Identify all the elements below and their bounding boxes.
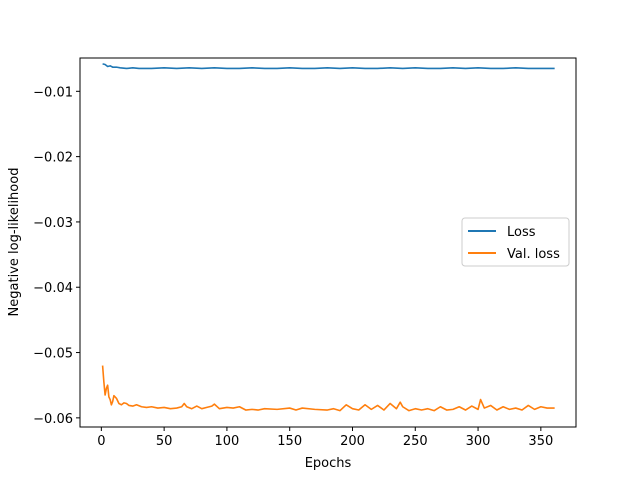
x-tick-label: 200 xyxy=(340,434,365,449)
legend: Loss Val. loss xyxy=(461,217,570,267)
y-tick-label: −0.05 xyxy=(33,347,73,362)
y-tick-label: −0.01 xyxy=(33,85,73,100)
y-tick-label: −0.03 xyxy=(33,216,73,231)
series-line-loss xyxy=(102,63,555,70)
y-tick-label: −0.02 xyxy=(33,151,73,166)
y-axis-label: Negative log-likelihood xyxy=(7,168,22,317)
series-line-val-loss xyxy=(101,365,555,412)
y-axis-ticks: −0.06 −0.05 −0.04 −0.03 −0.02 −0.01 xyxy=(33,85,80,427)
axes-frame xyxy=(79,57,577,428)
y-tick-label: −0.04 xyxy=(33,281,73,296)
x-axis-label: Epochs xyxy=(305,456,352,471)
x-axis-ticks: 0 50 100 150 200 250 300 350 xyxy=(97,427,553,449)
legend-label-val-loss: Val. loss xyxy=(507,247,560,262)
x-tick-label: 250 xyxy=(403,434,428,449)
x-tick-label: 300 xyxy=(466,434,491,449)
x-tick-label: 50 xyxy=(156,434,173,449)
x-tick-label: 0 xyxy=(97,434,105,449)
x-tick-label: 350 xyxy=(528,434,553,449)
plot-area xyxy=(101,63,555,412)
y-tick-label: −0.06 xyxy=(33,412,73,427)
legend-label-loss: Loss xyxy=(507,225,536,240)
x-tick-label: 100 xyxy=(215,434,240,449)
series-layer xyxy=(101,63,555,412)
x-tick-label: 150 xyxy=(277,434,302,449)
